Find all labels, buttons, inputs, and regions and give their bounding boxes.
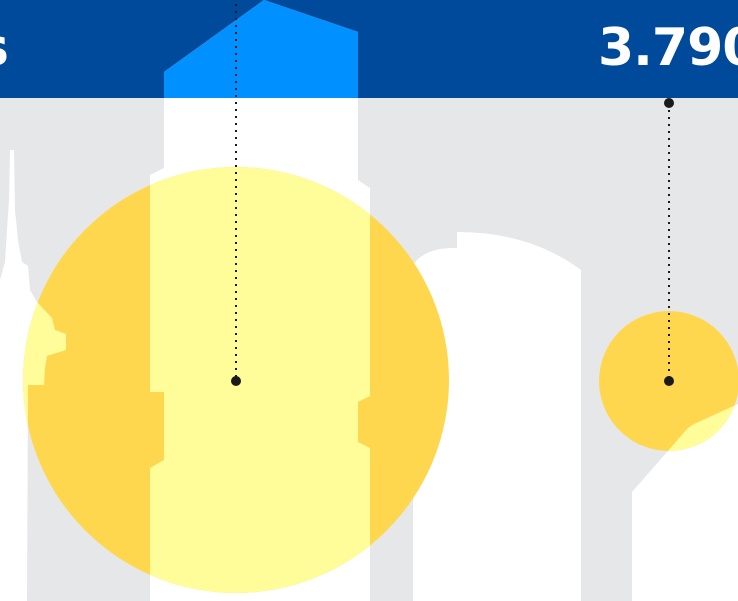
rounded-building — [413, 232, 581, 601]
large-bubble — [23, 167, 449, 593]
connector-left-end-dot — [231, 376, 241, 386]
slanted-building — [632, 404, 738, 601]
connector-right-end-dot — [664, 376, 674, 386]
connector-right-start-dot — [664, 98, 674, 108]
tower-roof — [164, 0, 358, 98]
header-banner: s 3.790 — [0, 0, 738, 98]
connector-dots — [231, 98, 674, 386]
